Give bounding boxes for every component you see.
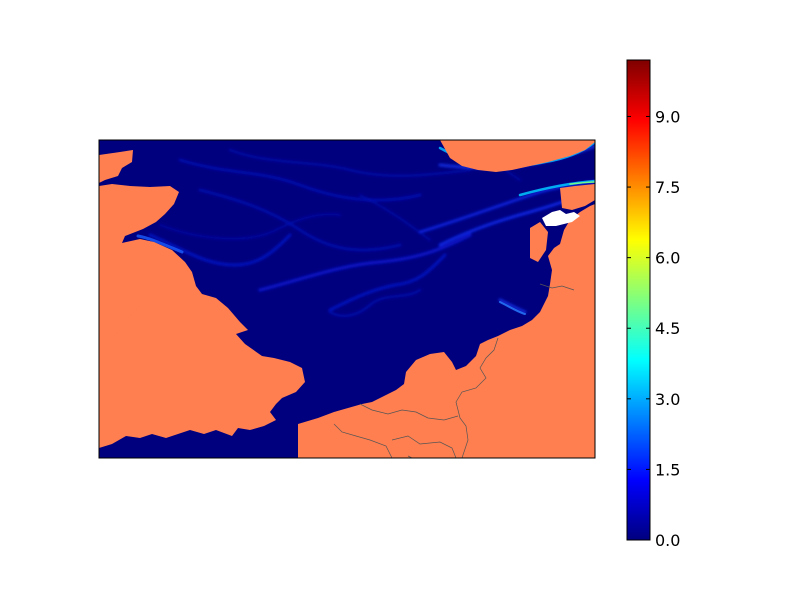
border-be-nl <box>333 423 393 458</box>
colorbar-tick-label: 6.0 <box>655 249 680 268</box>
border-de-dk <box>539 283 575 291</box>
filament <box>359 194 431 241</box>
scotland-north <box>99 150 133 183</box>
colorbar-tick-label: 3.0 <box>655 390 680 409</box>
filament <box>328 288 422 318</box>
colorbar-tick-label: 7.5 <box>655 178 680 197</box>
land-masses <box>99 140 595 458</box>
norway <box>440 140 595 172</box>
border-belgium-north <box>359 403 459 421</box>
fringe-danish-coast <box>499 301 526 315</box>
colorbar-tick-label: 1.5 <box>655 460 680 479</box>
map-frame <box>98 139 596 459</box>
fringe-skagerrak-inner <box>569 181 595 185</box>
colorbar-ticks: 0.0 1.5 3.0 4.5 6.0 7.5 9.0 <box>627 107 680 550</box>
filament <box>418 180 595 234</box>
colorbar-frame <box>626 59 651 541</box>
filament <box>328 253 447 312</box>
filament <box>148 233 292 267</box>
fringe-firth <box>136 234 184 254</box>
great-britain <box>99 184 305 448</box>
map-panel <box>99 140 595 458</box>
colorbar-fill <box>627 60 650 540</box>
colorbar: 0.0 1.5 3.0 4.5 6.0 7.5 9.0 <box>626 59 680 550</box>
filament <box>159 213 341 240</box>
no-data-patch <box>542 210 580 226</box>
great-britain-west <box>99 282 140 340</box>
filament <box>228 148 472 178</box>
border-nl-de <box>455 337 499 458</box>
colorbar-tick-label: 9.0 <box>655 107 680 126</box>
filament <box>178 158 422 202</box>
sweden <box>560 184 595 210</box>
border-be-de <box>391 435 457 458</box>
frisian-island <box>422 362 442 374</box>
filament <box>198 188 402 252</box>
continent <box>298 204 595 458</box>
filament <box>498 298 527 314</box>
continent-east-gap <box>530 222 548 262</box>
colorbar-tick-label: 4.5 <box>655 319 680 338</box>
filament <box>258 233 472 292</box>
colorbar-tick-label: 0.0 <box>655 531 680 550</box>
national-borders <box>333 283 575 458</box>
